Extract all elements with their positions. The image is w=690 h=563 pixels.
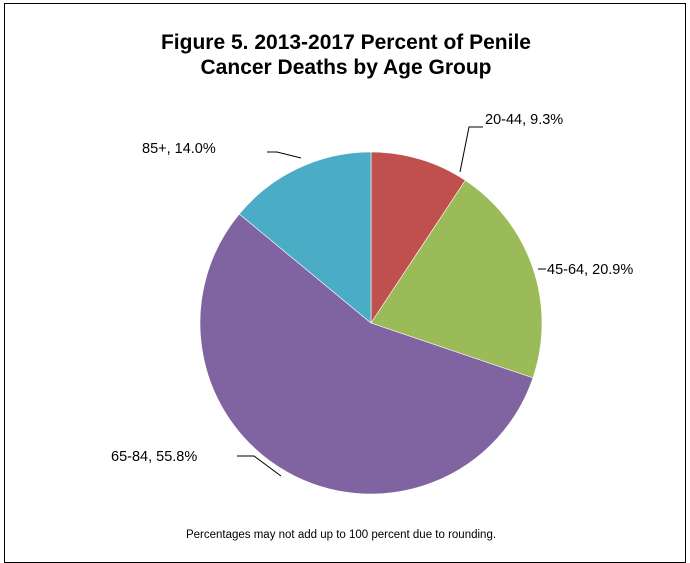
chart-title-line-1: Figure 5. 2013-2017 Percent of Penile — [160, 31, 531, 54]
leader-line-65-84 — [237, 455, 282, 477]
pie-slice-85plus — [238, 151, 372, 324]
pie-slice-45-64 — [370, 179, 543, 379]
pie-labels: 20-44, 9.3% 45-64, 20.9% 65-84, 55.8% 85+, … — [111, 112, 633, 477]
leader-line-20-44 — [459, 126, 483, 173]
pie-slices — [199, 151, 543, 495]
slice-label-20-44: 20-44, 9.3% — [485, 112, 563, 128]
pie-slice-65-84 — [199, 213, 534, 495]
leader-line-85plus — [267, 151, 302, 159]
pie-slice-20-44 — [370, 151, 466, 324]
pie-chart: 20-44, 9.3% 45-64, 20.9% 65-84, 55.8% 85+, … — [111, 112, 633, 541]
chart-title-line-2: Cancer Deaths by Age Group — [200, 56, 492, 79]
chart-frame: Figure 5. 2013-2017 Percent of Penile Ca… — [4, 3, 686, 563]
slice-label-65-84: 65-84, 55.8% — [111, 449, 197, 465]
slice-label-85plus: 85+, 14.0% — [142, 141, 216, 157]
slice-label-45-64: 45-64, 20.9% — [547, 262, 633, 278]
chart-title: Figure 5. 2013-2017 Percent of Penile Ca… — [5, 30, 687, 80]
chart-footnote: Percentages may not add up to 100 percen… — [186, 529, 496, 541]
